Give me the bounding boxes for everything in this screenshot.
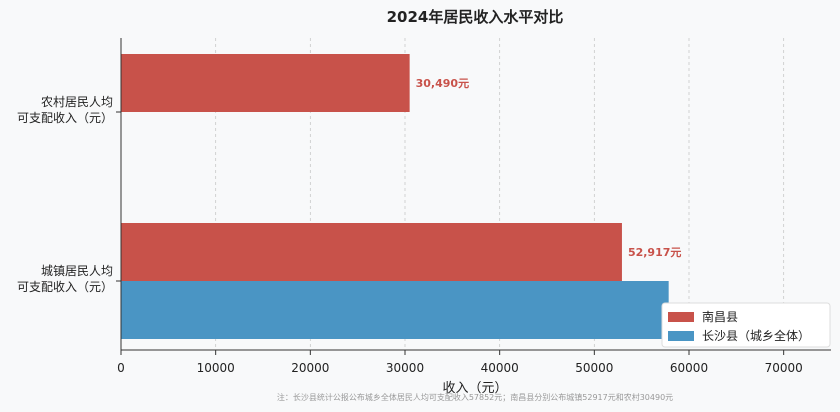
bars xyxy=(121,54,669,339)
legend-swatch xyxy=(668,312,694,322)
footnote: 注：长沙县统计公报公布城乡全体居民人均可支配收入57852元；南昌县分别公布城镇… xyxy=(277,392,673,402)
bar-value-label: 52,917元 xyxy=(628,246,681,259)
axes: 0 10000 20000 30000 40000 50000 60000 70000 农村居民… xyxy=(17,38,831,375)
y-tick-label-line: 可支配收入（元） xyxy=(17,111,113,125)
x-axis-label: 收入（元） xyxy=(442,381,507,396)
x-tick-label: 30000 xyxy=(386,361,424,375)
x-tick-label: 50000 xyxy=(575,361,613,375)
x-tick-label: 70000 xyxy=(765,361,803,375)
legend-swatch xyxy=(668,331,694,341)
bar xyxy=(121,223,622,281)
bar-value-label: 30,490元 xyxy=(416,77,469,90)
x-tick-label: 60000 xyxy=(670,361,708,375)
x-tick-label: 10000 xyxy=(197,361,235,375)
y-tick-label: 农村居民人均可支配收入（元） xyxy=(17,95,113,125)
y-tick-label-line: 城镇居民人均 xyxy=(41,264,113,278)
legend-box xyxy=(661,302,831,348)
y-tick-label-line: 农村居民人均 xyxy=(41,95,113,109)
legend-label: 南昌县 xyxy=(702,309,738,324)
bar xyxy=(121,281,669,339)
x-tick-label: 40000 xyxy=(481,361,519,375)
legend-label: 长沙县（城乡全体） xyxy=(702,328,810,343)
x-tick-label: 0 xyxy=(117,361,125,375)
y-tick-label-line: 可支配收入（元） xyxy=(17,280,113,294)
y-tick-label: 城镇居民人均可支配收入（元） xyxy=(17,264,113,294)
bar xyxy=(121,54,410,112)
x-tick-label: 20000 xyxy=(291,361,329,375)
chart-title: 2024年居民收入水平对比 xyxy=(387,8,564,26)
